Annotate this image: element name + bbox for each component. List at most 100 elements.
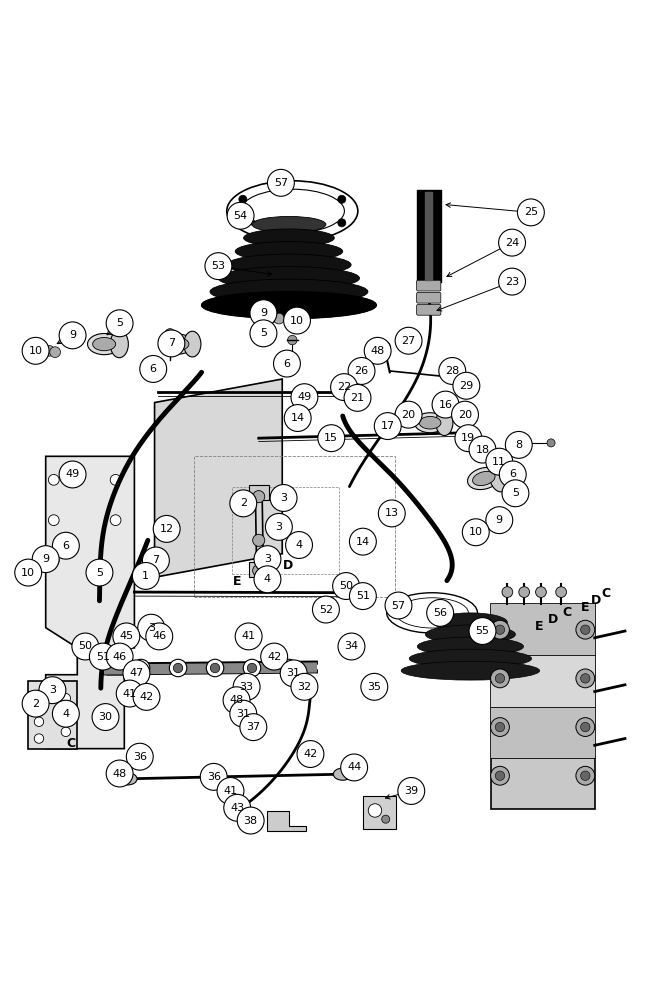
Circle shape: [469, 618, 496, 644]
Circle shape: [205, 253, 232, 280]
Circle shape: [237, 807, 264, 834]
Text: 8: 8: [515, 440, 522, 450]
Circle shape: [452, 401, 478, 428]
Circle shape: [286, 532, 312, 558]
Circle shape: [556, 587, 566, 597]
Circle shape: [224, 794, 251, 821]
Text: 17: 17: [380, 421, 395, 431]
Circle shape: [338, 195, 346, 203]
Bar: [491, 707, 595, 758]
Circle shape: [200, 763, 227, 790]
Circle shape: [576, 766, 595, 785]
Text: 10: 10: [22, 568, 35, 578]
Circle shape: [72, 633, 99, 660]
Circle shape: [48, 555, 59, 566]
Ellipse shape: [433, 613, 507, 632]
Circle shape: [233, 696, 244, 707]
Ellipse shape: [415, 413, 446, 433]
Circle shape: [240, 714, 267, 741]
Circle shape: [106, 310, 133, 337]
Text: 14: 14: [355, 537, 370, 547]
Ellipse shape: [435, 410, 453, 436]
Circle shape: [140, 356, 167, 382]
Circle shape: [519, 587, 530, 597]
Circle shape: [210, 663, 220, 673]
Text: 25: 25: [523, 207, 538, 217]
Ellipse shape: [163, 334, 194, 354]
Circle shape: [576, 620, 595, 639]
Text: 18: 18: [475, 445, 490, 455]
Circle shape: [169, 659, 187, 677]
Circle shape: [385, 592, 412, 619]
Circle shape: [495, 771, 505, 780]
Text: 11: 11: [493, 457, 506, 467]
Circle shape: [267, 169, 294, 196]
Ellipse shape: [93, 337, 116, 351]
Circle shape: [517, 199, 544, 226]
Circle shape: [86, 559, 113, 586]
Text: 45: 45: [119, 631, 134, 641]
Circle shape: [349, 528, 376, 555]
Text: 7: 7: [153, 555, 159, 565]
Circle shape: [536, 587, 546, 597]
Text: 41: 41: [122, 689, 137, 699]
Text: 39: 39: [404, 786, 419, 796]
Circle shape: [344, 384, 371, 411]
Text: 20: 20: [458, 410, 472, 420]
Circle shape: [22, 337, 49, 364]
Text: 14: 14: [290, 413, 305, 423]
Text: 46: 46: [152, 631, 167, 641]
Text: 47: 47: [129, 668, 144, 678]
Text: 46: 46: [112, 652, 127, 662]
Circle shape: [462, 519, 489, 546]
Circle shape: [61, 694, 71, 703]
Ellipse shape: [252, 216, 326, 233]
Ellipse shape: [357, 586, 369, 602]
Text: 12: 12: [159, 524, 174, 534]
Circle shape: [243, 659, 261, 677]
Circle shape: [142, 547, 169, 574]
Ellipse shape: [417, 637, 523, 656]
Text: 33: 33: [240, 682, 253, 692]
Bar: [491, 604, 595, 655]
Circle shape: [288, 335, 297, 345]
Circle shape: [312, 596, 339, 623]
FancyBboxPatch shape: [417, 292, 441, 303]
Circle shape: [331, 374, 358, 401]
Circle shape: [502, 480, 529, 507]
Circle shape: [15, 559, 42, 586]
FancyBboxPatch shape: [249, 562, 269, 577]
Bar: [491, 655, 595, 707]
Ellipse shape: [243, 229, 334, 247]
Circle shape: [39, 677, 66, 704]
Text: 16: 16: [439, 400, 452, 410]
Circle shape: [495, 722, 505, 732]
Text: 23: 23: [505, 277, 519, 287]
Circle shape: [395, 401, 422, 428]
Text: 21: 21: [350, 393, 365, 403]
Text: D: D: [591, 594, 601, 607]
Circle shape: [92, 704, 119, 730]
Circle shape: [116, 680, 143, 707]
Circle shape: [133, 683, 160, 710]
Circle shape: [291, 384, 318, 411]
Circle shape: [432, 391, 459, 418]
Circle shape: [495, 625, 505, 634]
Circle shape: [491, 620, 509, 639]
Text: 5: 5: [512, 488, 519, 498]
Circle shape: [44, 345, 54, 356]
Circle shape: [132, 659, 150, 677]
Text: 57: 57: [391, 601, 406, 611]
FancyBboxPatch shape: [249, 485, 269, 500]
Text: 44: 44: [347, 762, 362, 772]
Text: 35: 35: [368, 682, 381, 692]
Circle shape: [581, 722, 590, 732]
Text: 57: 57: [274, 178, 288, 188]
Circle shape: [239, 195, 247, 203]
Circle shape: [284, 663, 294, 673]
Text: 36: 36: [133, 752, 146, 762]
Ellipse shape: [183, 331, 201, 357]
Ellipse shape: [489, 465, 509, 492]
Circle shape: [250, 300, 277, 327]
Circle shape: [52, 700, 79, 727]
